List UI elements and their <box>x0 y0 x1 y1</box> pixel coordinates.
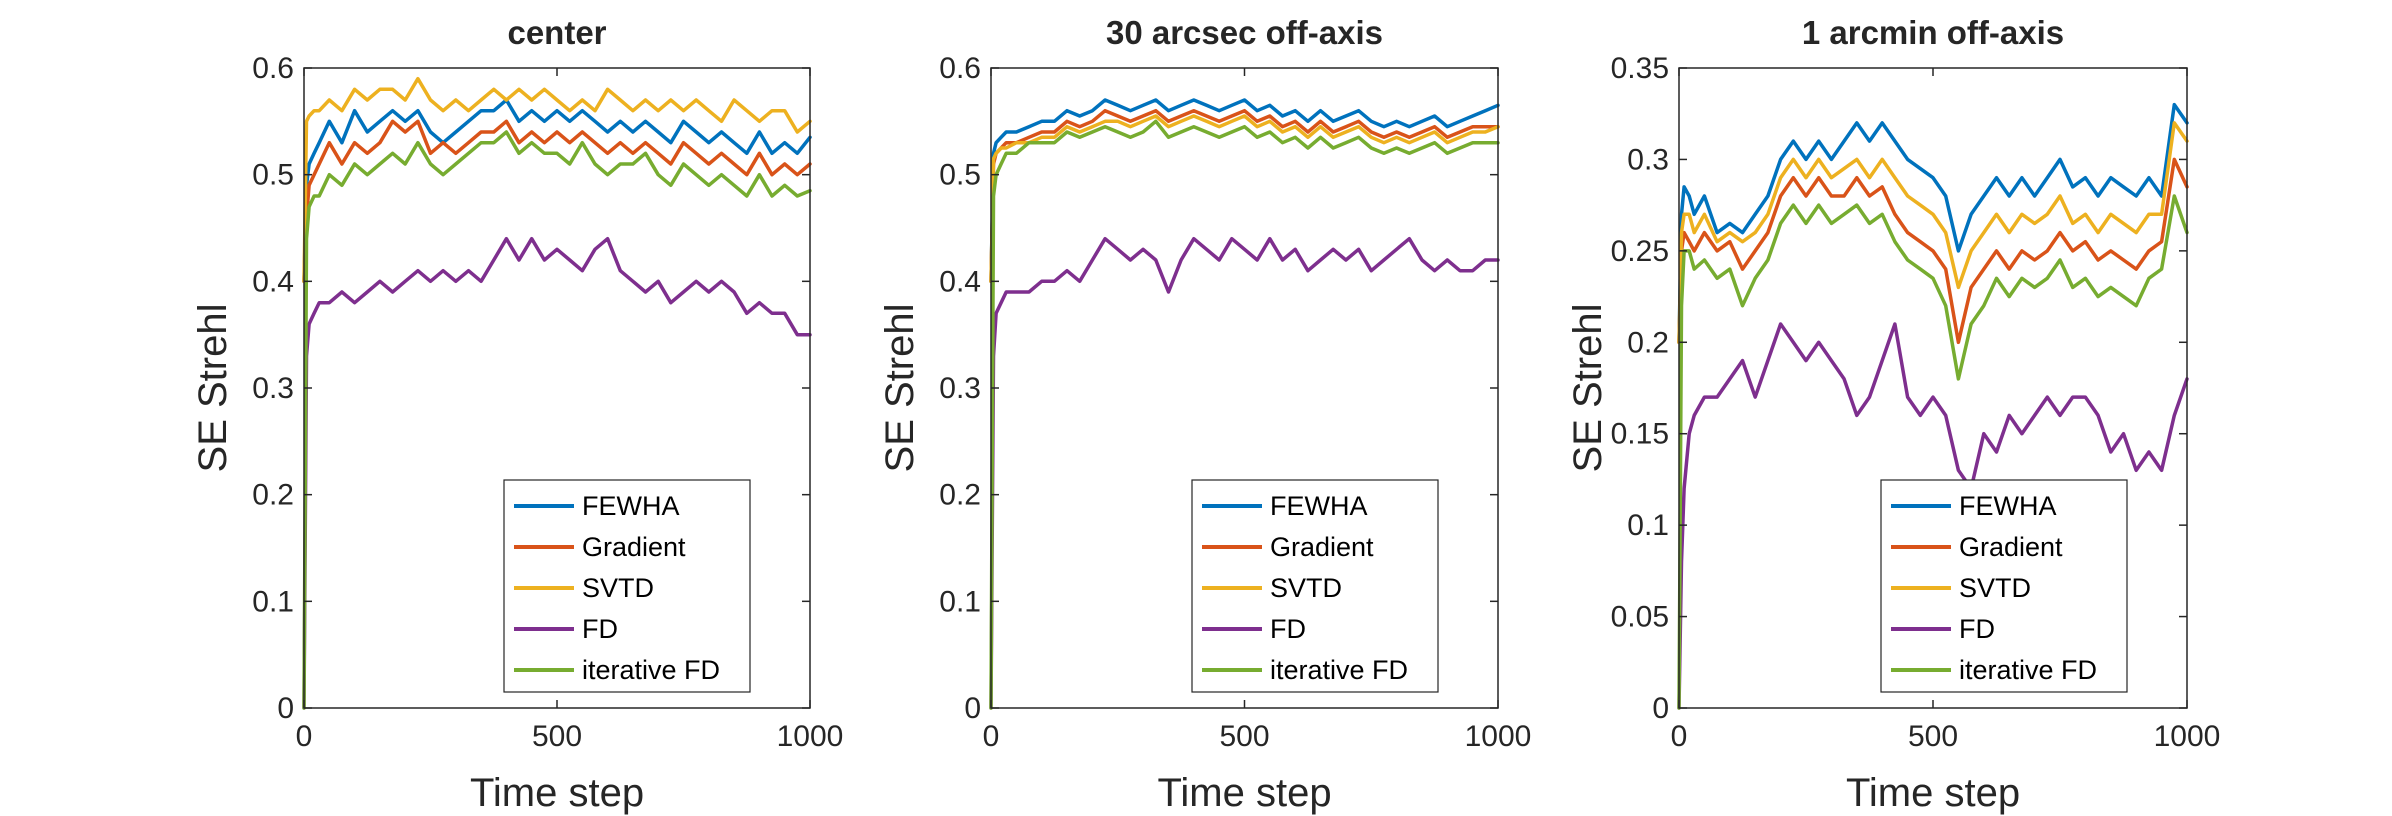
legend: FEWHA Gradient SVTD FD iterative FD <box>1880 479 2128 693</box>
x-tick-label: 500 <box>1219 720 1269 753</box>
y-axis-label: SE Strehl <box>191 304 235 473</box>
series-line-fd <box>989 236 1500 710</box>
y-tick-label: 0.05 <box>1611 601 1669 634</box>
chart-title: 1 arcmin off-axis <box>1802 14 2064 51</box>
legend-entry: iterative FD <box>582 655 720 685</box>
legend-entry: FD <box>1959 614 1995 644</box>
legend-entry: SVTD <box>1270 573 1342 603</box>
y-tick-label: 0.2 <box>939 479 981 512</box>
series-line-iterative-fd <box>302 130 812 710</box>
series-line-fewha <box>1677 102 2189 345</box>
x-tick-label: 500 <box>532 720 582 753</box>
chart-title: center <box>507 14 606 51</box>
y-tick-label: 0.6 <box>939 52 981 85</box>
series-line-iterative-fd <box>1677 194 2189 710</box>
y-tick-label: 0.3 <box>1627 143 1669 176</box>
legend: FEWHA Gradient SVTD FD iterative FD <box>503 479 751 693</box>
x-axis-label: Time step <box>470 771 644 815</box>
x-tick-label: 0 <box>1671 720 1688 753</box>
x-tick-label: 1000 <box>777 720 844 753</box>
y-tick-label: 0.15 <box>1611 418 1669 451</box>
series-line-svtd <box>1677 121 2189 345</box>
x-tick-label: 500 <box>1908 720 1958 753</box>
legend-entry: SVTD <box>582 573 654 603</box>
y-tick-label: 0.1 <box>939 585 981 618</box>
legend-entry: FEWHA <box>1959 491 2057 521</box>
y-axis-label: SE Strehl <box>1566 304 1610 473</box>
y-tick-label: 0.35 <box>1611 52 1669 85</box>
y-tick-label: 0.4 <box>939 265 981 298</box>
y-tick-label: 0.4 <box>252 265 294 298</box>
x-tick-label: 1000 <box>1465 720 1532 753</box>
series-line-fd <box>302 236 812 710</box>
y-tick-label: 0.1 <box>252 585 294 618</box>
y-tick-label: 0.5 <box>252 159 294 192</box>
series-line-fewha <box>989 98 1500 284</box>
x-tick-label: 0 <box>296 720 313 753</box>
series-line-fewha <box>302 98 812 284</box>
legend-entry: Gradient <box>1270 532 1374 562</box>
series-line-gradient <box>302 119 812 284</box>
y-tick-label: 0.2 <box>1627 326 1669 359</box>
series-line-gradient <box>989 108 1500 284</box>
legend-entry: Gradient <box>1959 532 2063 562</box>
x-tick-label: 0 <box>983 720 1000 753</box>
legend: FEWHA Gradient SVTD FD iterative FD <box>1191 479 1439 693</box>
y-tick-label: 0 <box>1652 692 1669 725</box>
chart-panel-3: 0 0.05 0.1 0.15 0.2 0.25 0.3 0.35 0 500 1000 1 arcm… <box>1566 14 2220 815</box>
series-line-gradient <box>1677 157 2189 345</box>
x-axis-label: Time step <box>1846 771 2020 815</box>
y-tick-label: 0 <box>964 692 981 725</box>
series-line-iterative-fd <box>989 119 1500 710</box>
chart-panel-1: 0 0.1 0.2 0.3 0.4 0.5 0.6 0 500 1000 center Time st… <box>191 14 843 815</box>
chart-panel-2: 0 0.1 0.2 0.3 0.4 0.5 0.6 0 500 1000 30 arcsec off… <box>878 14 1531 815</box>
legend-entry: FD <box>1270 614 1306 644</box>
legend-entry: SVTD <box>1959 573 2031 603</box>
x-tick-label: 1000 <box>2154 720 2221 753</box>
y-tick-label: 0.2 <box>252 479 294 512</box>
y-axis-label: SE Strehl <box>878 304 922 473</box>
series-line-fd <box>1677 322 2189 710</box>
x-axis-label: Time step <box>1157 771 1331 815</box>
legend-entry: FD <box>582 614 618 644</box>
y-tick-label: 0 <box>277 692 294 725</box>
series-line-svtd <box>302 76 812 284</box>
legend-entry: FEWHA <box>1270 491 1368 521</box>
series-line-svtd <box>989 114 1500 284</box>
legend-entry: iterative FD <box>1270 655 1408 685</box>
y-tick-label: 0.5 <box>939 159 981 192</box>
y-tick-label: 0.6 <box>252 52 294 85</box>
legend-entry: Gradient <box>582 532 686 562</box>
y-tick-label: 0.25 <box>1611 235 1669 268</box>
legend-entry: iterative FD <box>1959 655 2097 685</box>
y-tick-label: 0.3 <box>252 372 294 405</box>
chart-title: 30 arcsec off-axis <box>1106 14 1383 51</box>
legend-entry: FEWHA <box>582 491 680 521</box>
y-tick-label: 0.3 <box>939 372 981 405</box>
y-tick-label: 0.1 <box>1627 509 1669 542</box>
